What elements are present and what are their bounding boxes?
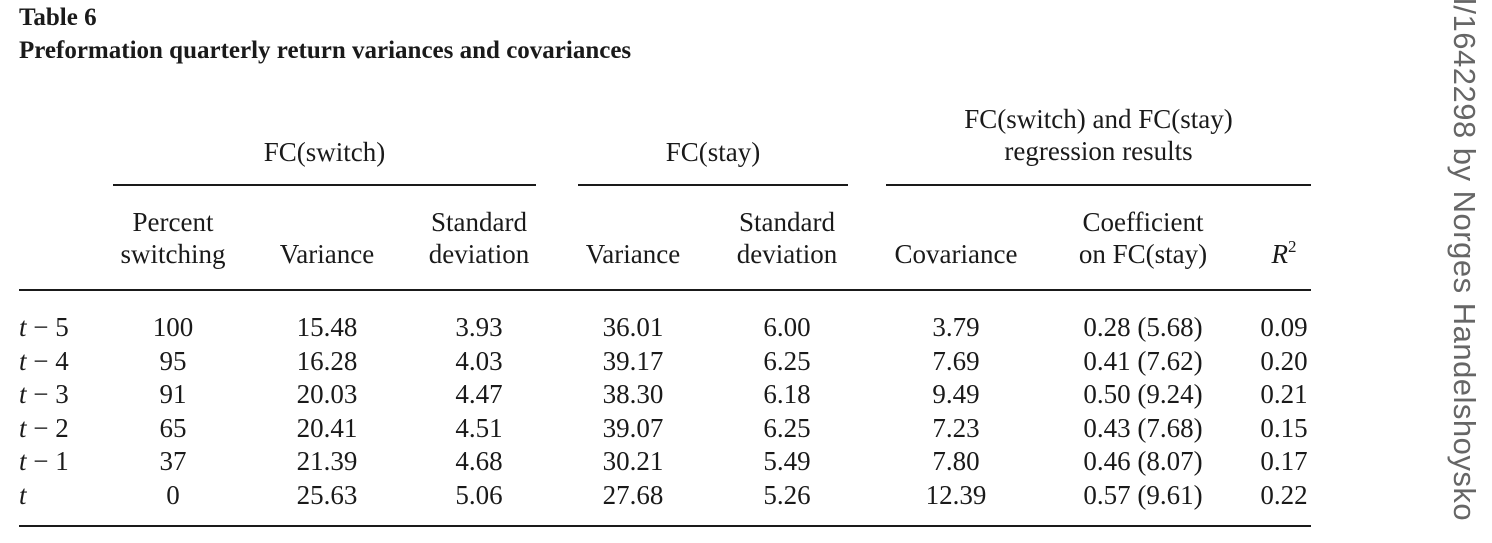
cell-percent-switching: 100: [152, 312, 194, 342]
col-header-percent-line1: Percent: [132, 207, 214, 237]
cell-coefficient: 0.50 (9.24): [1083, 379, 1203, 410]
col-header-r-squared: R2: [1254, 238, 1314, 270]
period-variable: t: [19, 379, 27, 410]
cell-sd-stay: 6.00: [763, 312, 811, 342]
cell-period-label: t − 5: [19, 311, 69, 344]
period-variable: t: [19, 312, 27, 342]
cell-r-squared: 0.20: [1260, 345, 1308, 376]
cell-sd-switch: 5.06: [455, 480, 503, 510]
period-variable: t: [19, 412, 27, 443]
col-header-variance-stay: Variance: [585, 239, 681, 269]
table-label: Table 6: [19, 4, 97, 31]
cell-period-label: t − 1: [19, 445, 69, 478]
cell-variance-switch: 21.39: [296, 446, 358, 477]
cell-variance-switch: 25.63: [296, 480, 358, 510]
cell-coefficient: 0.28 (5.68): [1083, 312, 1203, 342]
cell-variance-stay: 38.30: [602, 379, 664, 410]
col-header-variance-switch: Variance: [279, 239, 375, 269]
cell-sd-switch: 4.68: [455, 446, 503, 477]
cell-r-squared: 0.09: [1260, 312, 1308, 342]
cell-variance-stay: 30.21: [602, 446, 664, 477]
cell-covariance: 3.79: [932, 312, 980, 342]
col-header-percent-line2: switching: [120, 239, 226, 269]
cell-percent-switching: 65: [159, 412, 187, 443]
group-header-regression-line1: FC(switch) and FC(stay): [964, 104, 1233, 134]
cell-r-squared: 0.21: [1260, 379, 1308, 410]
cell-variance-switch: 20.03: [296, 379, 358, 410]
cell-period-label: t − 3: [19, 378, 69, 411]
cell-period-label: t − 4: [19, 345, 69, 378]
cell-covariance: 7.23: [932, 412, 980, 443]
cell-variance-stay: 39.07: [602, 412, 664, 443]
cell-sd-stay: 6.18: [763, 379, 811, 410]
cell-covariance: 7.80: [932, 446, 980, 477]
col-header-covariance: Covariance: [894, 239, 1018, 269]
watermark-text: l/1642298 by Norges Handelshoysko: [1447, 0, 1482, 522]
col-header-coef-line2: on FC(stay): [1078, 239, 1208, 269]
table-title: Preformation quarterly return variances …: [19, 37, 632, 64]
period-variable: t: [19, 446, 27, 477]
col-header-coef-line1: Coefficient: [1082, 207, 1204, 237]
col-header-sd-stay-line2: deviation: [736, 239, 838, 269]
period-variable: t: [19, 480, 27, 510]
cell-sd-switch: 3.93: [455, 312, 503, 342]
side-watermark: l/1642298 by Norges Handelshoysko: [1436, 0, 1492, 543]
col-header-sd-stay-line1: Standard: [739, 207, 835, 237]
cell-variance-switch: 15.48: [296, 312, 358, 342]
cell-percent-switching: 91: [159, 379, 187, 410]
cell-coefficient: 0.41 (7.62): [1083, 345, 1203, 376]
period-offset: − 2: [26, 412, 69, 443]
cell-period-label: t − 2: [19, 412, 69, 445]
cell-coefficient: 0.43 (7.68): [1083, 412, 1203, 443]
cell-sd-stay: 5.26: [763, 480, 811, 510]
cell-sd-switch: 4.03: [455, 345, 503, 376]
cell-variance-stay: 39.17: [602, 345, 664, 376]
group-header-regression-line2: regression results: [1004, 136, 1193, 166]
cell-covariance: 7.69: [932, 345, 980, 376]
group-rule-fc-stay: [578, 184, 848, 186]
cell-percent-switching: 37: [159, 446, 187, 477]
cell-sd-stay: 5.49: [763, 446, 811, 477]
cell-variance-stay: 27.68: [602, 480, 664, 510]
col-header-sd-switch-line2: deviation: [428, 239, 530, 269]
group-header-fc-switch: FC(switch): [263, 137, 386, 167]
cell-coefficient: 0.46 (8.07): [1083, 446, 1203, 477]
cell-sd-switch: 4.47: [455, 379, 503, 410]
cell-r-squared: 0.15: [1260, 412, 1308, 443]
cell-variance-switch: 16.28: [296, 345, 358, 376]
cell-variance-stay: 36.01: [602, 312, 664, 342]
r-squared-letter: R: [1271, 239, 1289, 269]
table-bottom-rule: [19, 525, 1311, 527]
cell-sd-switch: 4.51: [455, 412, 503, 443]
cell-coefficient: 0.57 (9.61): [1083, 480, 1203, 510]
cell-variance-switch: 20.41: [296, 412, 358, 443]
group-header-fc-stay: FC(stay): [665, 137, 761, 167]
cell-covariance: 9.49: [932, 379, 980, 410]
header-bottom-rule: [19, 289, 1311, 291]
cell-r-squared: 0.22: [1260, 480, 1308, 510]
period-offset: − 1: [26, 446, 69, 477]
cell-covariance: 12.39: [925, 480, 987, 510]
group-rule-fc-switch: [113, 184, 536, 186]
cell-percent-switching: 0: [166, 480, 180, 510]
period-offset: − 3: [26, 379, 69, 410]
cell-percent-switching: 95: [159, 345, 187, 376]
cell-sd-stay: 6.25: [763, 412, 811, 443]
period-variable: t: [19, 345, 27, 376]
period-offset: − 5: [26, 312, 69, 342]
cell-r-squared: 0.17: [1260, 446, 1308, 477]
group-rule-regression: [886, 184, 1311, 186]
col-header-sd-switch-line1: Standard: [431, 207, 527, 237]
cell-period-label: t: [19, 479, 27, 512]
period-offset: − 4: [26, 345, 69, 376]
r-squared-superscript: 2: [1288, 237, 1297, 256]
cell-sd-stay: 6.25: [763, 345, 811, 376]
